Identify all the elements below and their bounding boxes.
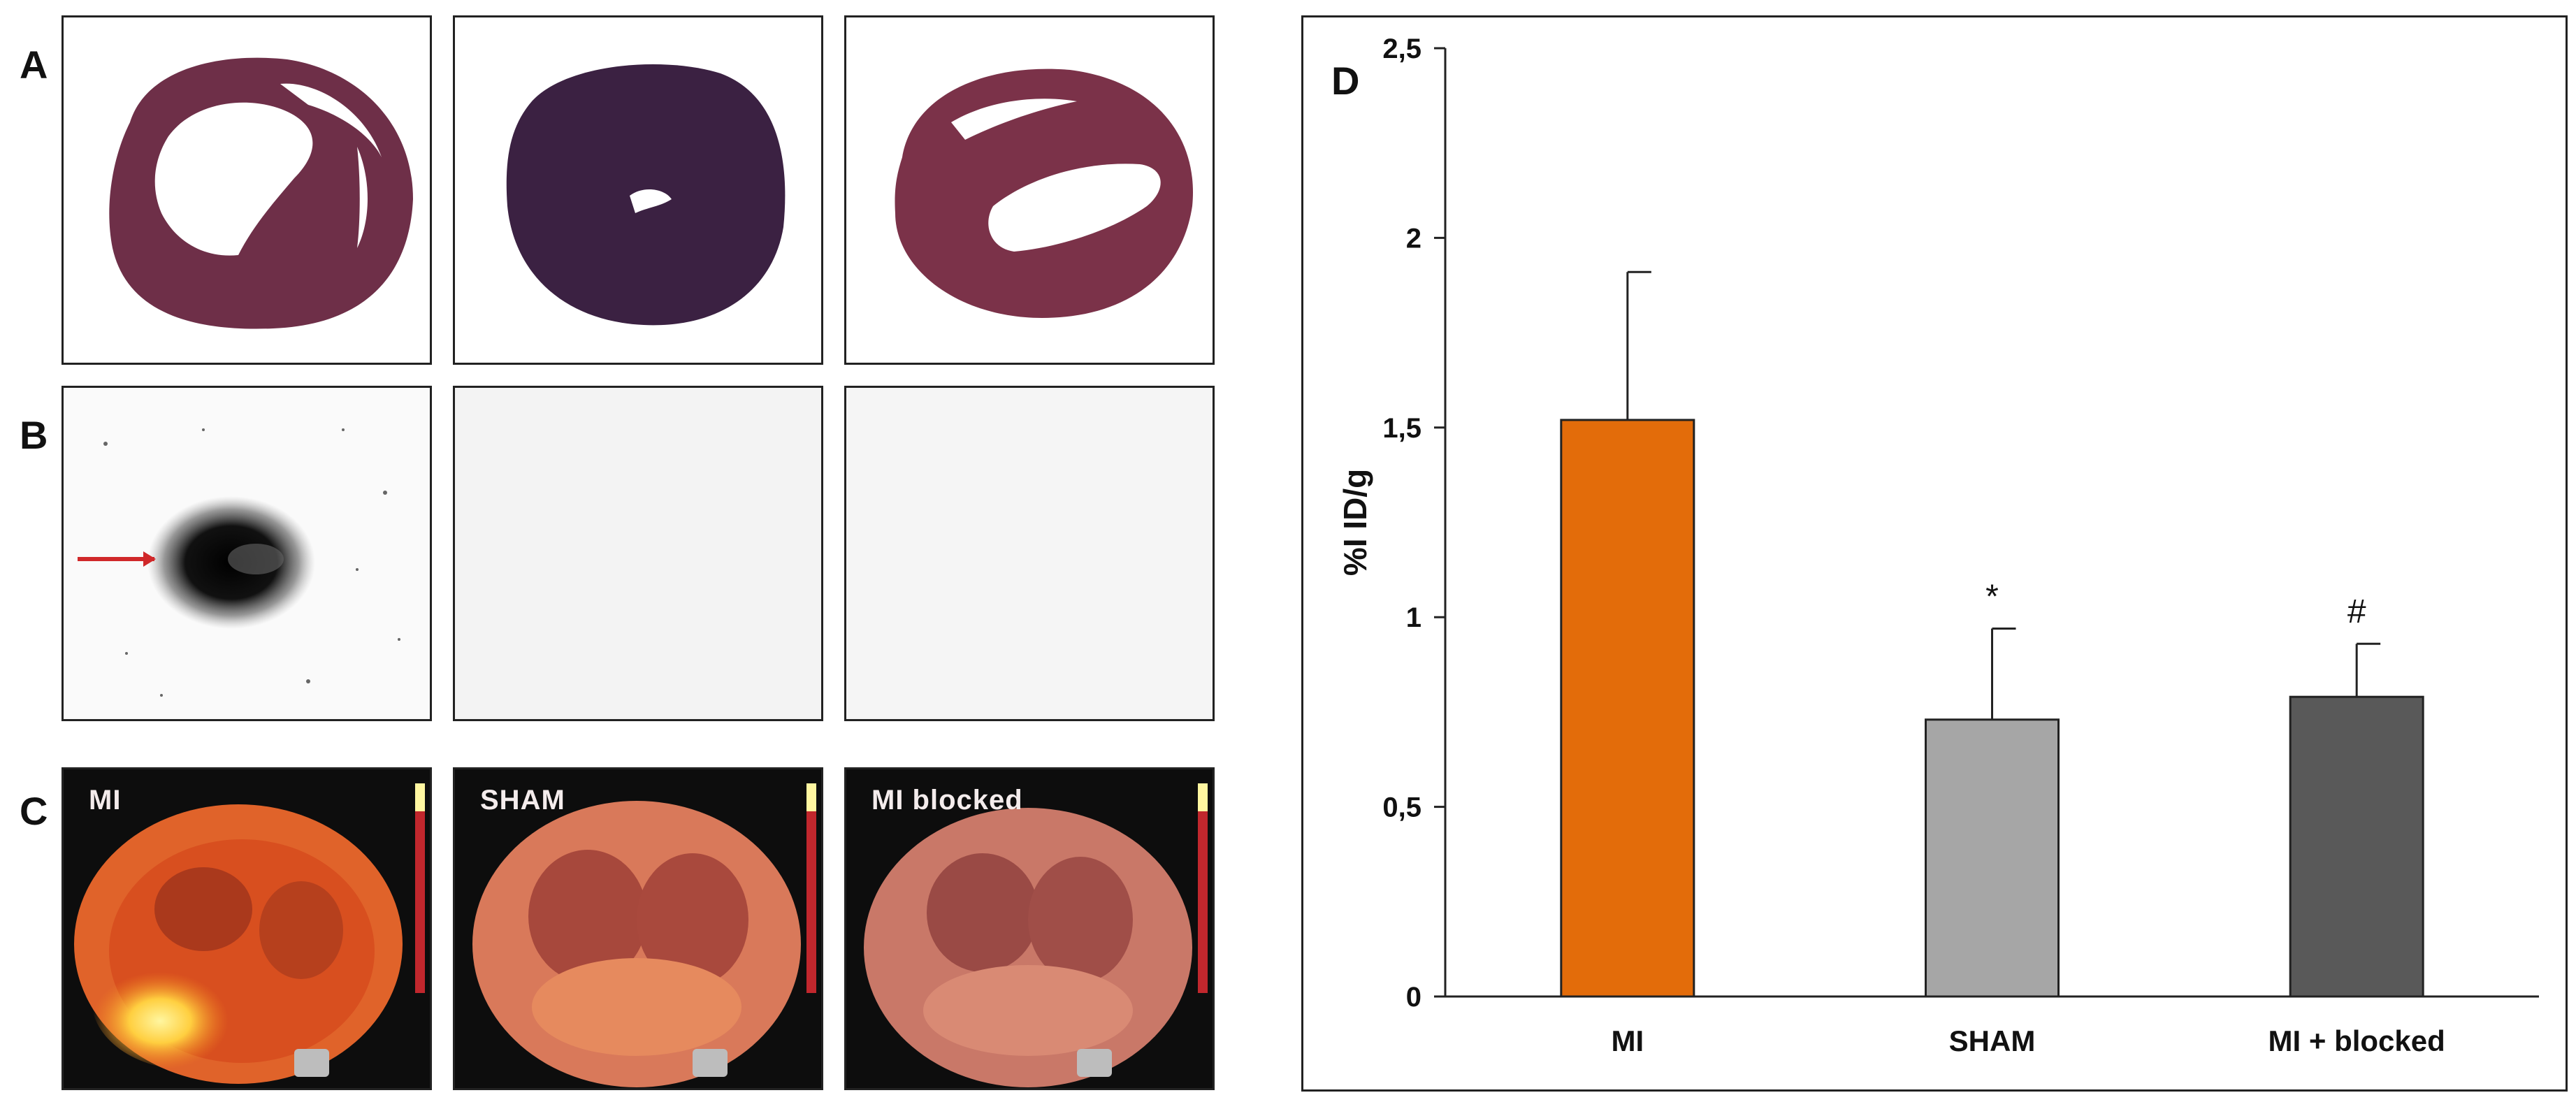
y-tick-label: 0 [1406, 982, 1421, 1013]
x-tick-label-1: MI [1612, 1024, 1644, 1057]
panel-label-a: A [20, 43, 48, 87]
heart-section-mi-blocked-image [895, 68, 1194, 318]
autoradiography-panel-sham [453, 386, 823, 721]
pet-sham-image [472, 783, 816, 1087]
bar-2 [1925, 718, 2060, 998]
y-tick-label: 1,5 [1382, 413, 1421, 444]
histology-panel-sham [453, 15, 823, 365]
heart-section-mi-image [109, 57, 413, 329]
y-tick-label: 2,5 [1382, 34, 1421, 64]
y-tick-label: 0,5 [1382, 792, 1421, 823]
pet-panel-mi: MI [61, 767, 432, 1090]
bar-1 [1560, 419, 1695, 998]
panel-label-b: B [20, 413, 48, 457]
pet-panel-sham: SHAM [453, 767, 823, 1090]
panel-label-d: D [1331, 59, 1359, 103]
arrow-head [143, 551, 156, 567]
y-axis-label: %I ID/g [1337, 469, 1373, 576]
panel-label-c: C [20, 789, 48, 833]
autoradiography-mi-image [78, 428, 400, 697]
autoradiography-panel-mi-blocked [844, 386, 1215, 721]
histology-panel-mi-blocked [844, 15, 1215, 365]
colorbar [415, 783, 425, 993]
x-tick-label-3: MI + blocked [2269, 1024, 2445, 1057]
y-tick-label: 2 [1406, 223, 1421, 254]
significance-marker-2: * [1985, 578, 1999, 615]
y-tick-label: 1 [1406, 602, 1421, 633]
bar-chart: D %I ID/g 0 0,5 1 1,5 2 2,5 MI SHAM * MI + block… [1331, 34, 2539, 1057]
autoradiography-panel-mi [61, 386, 432, 721]
histology-panel-mi [61, 15, 432, 365]
pet-mi-blocked-image [864, 783, 1208, 1087]
pet-panel-mi-blocked: MI blocked [844, 767, 1215, 1090]
pet-label-sham: SHAM [480, 785, 565, 816]
x-tick-label-2: SHAM [1949, 1024, 2036, 1057]
pet-mi-image [74, 783, 425, 1084]
pet-label-mi-blocked: MI blocked [871, 785, 1023, 816]
pet-label-mi: MI [89, 785, 122, 816]
bar-3 [2289, 695, 2424, 998]
significance-marker-3: # [2347, 593, 2366, 630]
chart-panel-d: D %I ID/g 0 0,5 1 1,5 2 2,5 MI SHAM * MI + block… [1301, 15, 2568, 1092]
heart-section-sham-image [506, 64, 786, 326]
